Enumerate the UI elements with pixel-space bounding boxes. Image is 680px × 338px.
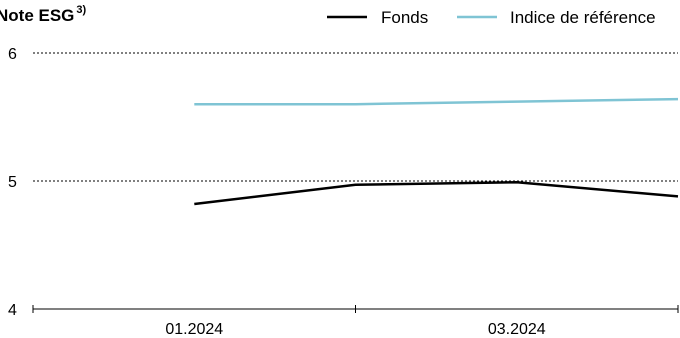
- chart-title-superscript: 3): [76, 4, 86, 16]
- series-line-indice-de-r-f-rence: [194, 97, 679, 106]
- chart-title: Note ESG: [0, 6, 74, 25]
- chart-title-group: Note ESG 3): [0, 4, 87, 25]
- y-axis-tick-labels: 4 5 6: [8, 46, 17, 319]
- y-tick-label-4: 4: [8, 302, 17, 319]
- x-axis: 01.2024 03.2024: [32, 305, 679, 338]
- x-tick-label-01-2024: 01.2024: [165, 321, 223, 338]
- series-lines: [194, 97, 679, 206]
- y-tick-label-5: 5: [8, 174, 17, 191]
- y-tick-label-6: 6: [8, 46, 17, 63]
- chart-legend: Fonds Indice de référence: [327, 8, 656, 27]
- gridlines: [33, 52, 678, 182]
- series-line-fonds: [194, 181, 679, 206]
- x-tick-label-03-2024: 03.2024: [488, 321, 546, 338]
- legend-label-fonds: Fonds: [381, 8, 428, 27]
- legend-label-indice: Indice de référence: [510, 8, 656, 27]
